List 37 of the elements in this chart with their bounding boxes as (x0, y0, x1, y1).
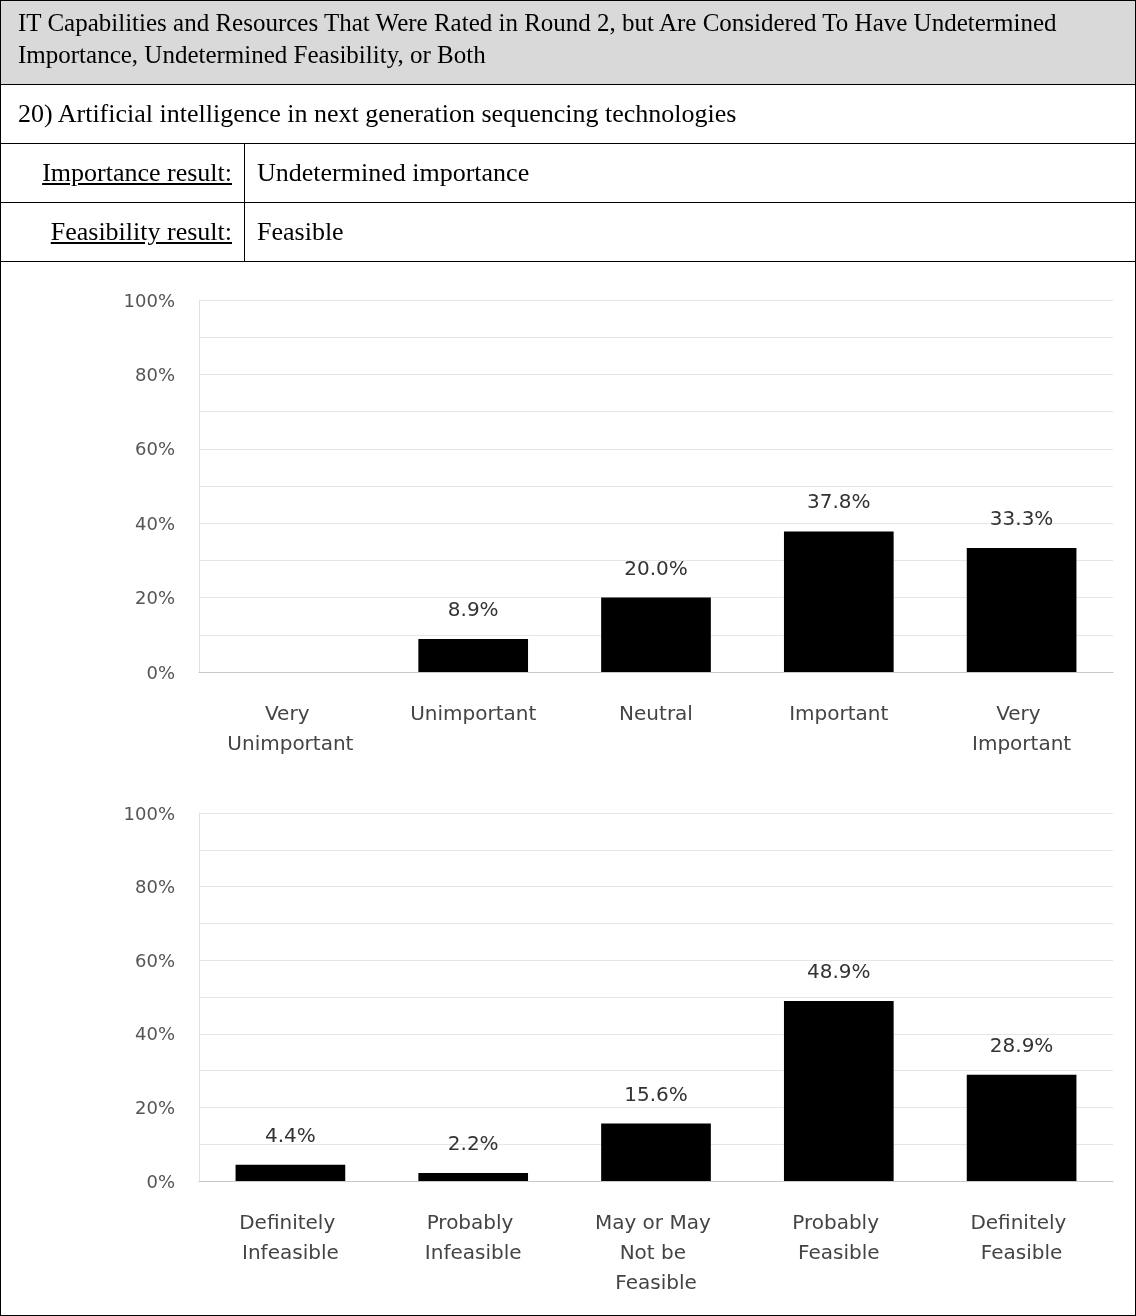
data-label: 48.9% (807, 959, 871, 984)
y-tick-label: 0% (146, 661, 175, 683)
x-tick-label: Very Unimportant (227, 701, 354, 755)
data-label: 8.9% (447, 596, 499, 621)
data-label: 37.8% (807, 489, 871, 514)
x-tick-label: Probably Infeasible (424, 1210, 522, 1264)
y-tick-label: 40% (134, 512, 175, 534)
y-tick-label: 20% (134, 1096, 175, 1118)
x-tick-label: Probably Feasible (792, 1210, 886, 1264)
text: Feasible (256, 216, 344, 248)
text: Feasibility result: (1, 203, 245, 261)
y-tick-label: 20% (134, 587, 175, 609)
y-tick-label: 100% (123, 289, 175, 311)
y-tick-label: 60% (134, 949, 175, 971)
data-label: 33.3% (989, 506, 1054, 531)
data-label: 20.0% (624, 555, 688, 580)
data-label: 2.2% (447, 1130, 499, 1155)
x-tick-label: May or May Not be Feasible (594, 1210, 718, 1294)
x-tick-label: Definitely Feasible (970, 1210, 1073, 1264)
text: Undetermined importance (256, 157, 530, 189)
y-tick-label: 100% (123, 802, 175, 824)
chart-subtitle: 20) Artificial intelligence in next generation sequencing technologies (1, 85, 1135, 144)
y-tick-label: 0% (146, 1170, 175, 1192)
x-tick-label: Definitely Infeasible (239, 1210, 342, 1264)
data-label: 15.6% (624, 1081, 688, 1106)
x-tick-label: Important (789, 701, 889, 725)
y-tick-label: 80% (134, 363, 175, 385)
y-tick-label: 80% (134, 876, 175, 898)
text: Importance result: (1, 144, 245, 202)
x-tick-label: Neutral (619, 701, 693, 725)
y-tick-label: 40% (134, 1023, 175, 1045)
x-tick-label: Unimportant (410, 701, 537, 725)
data-label: 4.4% (264, 1122, 316, 1147)
x-tick-label: Very Important (972, 701, 1072, 755)
data-label: 28.9% (989, 1032, 1054, 1057)
chart-title: IT Capabilities and Resources That Were Rated in Round 2, but Are Considered To Have Undetermined Importance, Undetermined Feasibility, or Both (1, 1, 1135, 85)
y-tick-label: 60% (134, 438, 175, 460)
